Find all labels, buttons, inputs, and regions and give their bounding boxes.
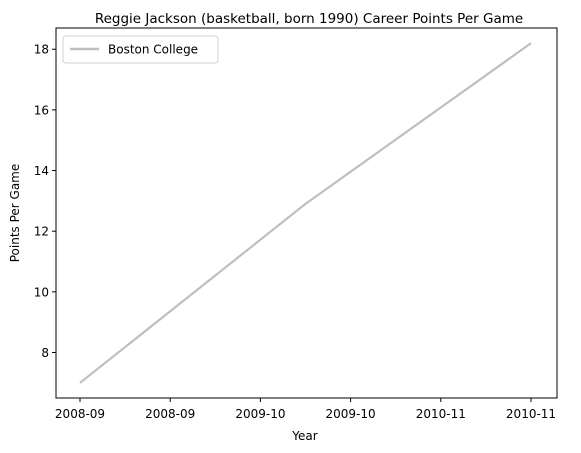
y-tick-label: 18 xyxy=(34,43,49,57)
y-axis-label: Points Per Game xyxy=(8,164,22,263)
y-tick-label: 14 xyxy=(34,164,49,178)
x-tick-label: 2008-09 xyxy=(55,407,105,421)
y-tick-label: 10 xyxy=(34,285,49,299)
x-tick-label: 2008-09 xyxy=(145,407,195,421)
legend-box xyxy=(62,35,219,64)
y-axis: 8 10 12 14 16 18 xyxy=(34,43,56,360)
x-tick-label: 2009-10 xyxy=(326,407,376,421)
legend-label: Boston College xyxy=(108,43,198,57)
x-axis: 2008-09 2008-09 2009-10 2009-10 2010-11 2010-… xyxy=(55,398,556,421)
x-tick-label: 2009-10 xyxy=(235,407,285,421)
x-tick-label: 2010-11 xyxy=(416,407,466,421)
chart-title: Reggie Jackson (basketball, born 1990) C… xyxy=(95,11,523,27)
y-tick-label: 16 xyxy=(34,103,49,117)
x-axis-label: Year xyxy=(291,429,317,443)
plot-area xyxy=(55,27,558,399)
legend: Boston College xyxy=(62,35,219,64)
x-tick-label: 2010-11 xyxy=(506,407,556,421)
y-tick-label: 12 xyxy=(34,225,49,239)
series-layer xyxy=(79,42,532,384)
y-tick-label: 8 xyxy=(41,346,49,360)
